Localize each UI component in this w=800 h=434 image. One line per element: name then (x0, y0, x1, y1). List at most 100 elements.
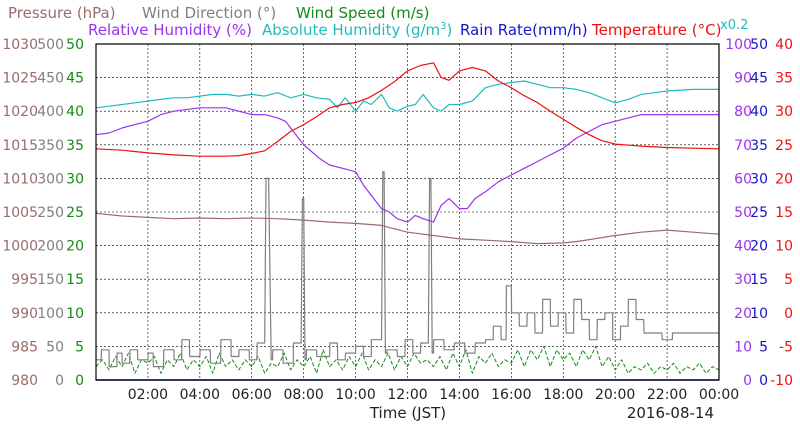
rain-rate-tick: 20 (750, 239, 768, 255)
legend-absolute-humidity-text: Absolute Humidity (g/m (262, 21, 440, 39)
absolute-humidity-line (95, 80, 719, 112)
x-tick-label: 22:00 (647, 387, 687, 403)
x-tick-label: 20:00 (595, 387, 635, 403)
temperature-tick: 0 (784, 306, 793, 322)
relative-humidity-tick: 100 (725, 37, 752, 53)
legend-wind-direction: Wind Direction (°) (142, 4, 276, 22)
x-axis: 02:00 04:00 06:00 08:00 10:00 12:00 14:00 16:00… (128, 387, 739, 403)
wind-speed-tick: 15 (66, 272, 84, 288)
wind-speed-tick: 50 (66, 37, 84, 53)
wind-speed-tick: 20 (66, 239, 84, 255)
series-layer (95, 62, 720, 381)
wind-speed-tick: 35 (66, 138, 84, 154)
rain-rate-tick: 25 (750, 205, 768, 221)
wind-speed-tick: 45 (66, 71, 84, 87)
wind-direction-line (96, 171, 719, 368)
rain-rate-tick: 40 (750, 104, 768, 120)
x-tick-label: 16:00 (491, 387, 531, 403)
temperature-tick: 5 (784, 272, 793, 288)
rain-rate-tick: 45 (750, 71, 768, 87)
rain-rate-tick: 30 (750, 171, 768, 187)
pressure-tick: 1005 (2, 205, 38, 221)
legend-absolute-humidity-sup: 3 (440, 21, 446, 32)
pressure-tick: 1020 (2, 104, 38, 120)
legend: Pressure (hPa) Wind Direction (°) Wind S… (8, 4, 748, 39)
wind-speed-line (95, 345, 720, 374)
temperature-tick: 40 (775, 37, 793, 53)
pressure-tick: 995 (11, 272, 38, 288)
pressure-tick: 1000 (2, 239, 38, 255)
x-axis-label: Time (JST) (369, 404, 446, 422)
legend-absolute-humidity-close: ) (447, 21, 453, 39)
pressure-tick: 1025 (2, 71, 38, 87)
wind-direction-tick: 50 (46, 339, 64, 355)
wind-speed-tick: 0 (75, 373, 84, 389)
relative-humidity-tick: 50 (734, 205, 752, 221)
temperature-line (95, 62, 720, 157)
pressure-tick: 980 (11, 373, 38, 389)
legend-rain-rate: Rain Rate(mm/h) (460, 21, 588, 39)
pressure-tick: 1010 (2, 171, 38, 187)
rain-rate-tick: 15 (750, 272, 768, 288)
relative-humidity-line (95, 107, 719, 223)
rain-rate-tick: 35 (750, 138, 768, 154)
legend-scale-note: x0.2 (720, 18, 748, 33)
wind-direction-tick: 0 (55, 373, 64, 389)
rain-rate-tick: 5 (759, 339, 768, 355)
x-tick-label: 18:00 (543, 387, 583, 403)
temperature-tick: -5 (779, 339, 793, 355)
relative-humidity-tick: 80 (734, 104, 752, 120)
relative-humidity-tick: 10 (734, 339, 752, 355)
wind-direction-tick: 250 (37, 205, 64, 221)
x-tick-label: 02:00 (128, 387, 168, 403)
relative-humidity-tick: 0 (743, 373, 752, 389)
x-tick-label: 08:00 (283, 387, 323, 403)
wind-speed-tick: 5 (75, 339, 84, 355)
wind-direction-tick: 150 (37, 272, 64, 288)
pressure-tick: 990 (11, 306, 38, 322)
x-tick-label: 06:00 (232, 387, 272, 403)
rain-rate-tick: 10 (750, 306, 768, 322)
wind-direction-tick: 300 (37, 171, 64, 187)
legend-pressure: Pressure (hPa) (8, 4, 116, 22)
pressure-tick: 1030 (2, 37, 38, 53)
wind-direction-tick: 400 (37, 104, 64, 120)
relative-humidity-tick: 40 (734, 239, 752, 255)
temperature-tick: -10 (770, 373, 793, 389)
wind-direction-tick: 200 (37, 239, 64, 255)
legend-relative-humidity: Relative Humidity (%) (88, 21, 252, 39)
wind-speed-tick: 10 (66, 306, 84, 322)
rain-rate-tick: 0 (759, 373, 768, 389)
pressure-line (95, 212, 720, 245)
date-label: 2016-08-14 (627, 404, 714, 422)
temperature-tick: 30 (775, 104, 793, 120)
x-tick-label: 00:00 (699, 387, 739, 403)
x-tick-label: 04:00 (180, 387, 220, 403)
x-tick-label: 14:00 (439, 387, 479, 403)
pressure-tick: 985 (11, 339, 38, 355)
x-tick-label: 10:00 (335, 387, 375, 403)
relative-humidity-tick: 70 (734, 138, 752, 154)
temperature-tick: 25 (775, 138, 793, 154)
y-axes: 9809859909951000100510101015102010251030… (2, 37, 793, 389)
relative-humidity-tick: 30 (734, 272, 752, 288)
wind-speed-tick: 40 (66, 104, 84, 120)
pressure-tick: 1015 (2, 138, 38, 154)
plot-frame (95, 43, 720, 381)
temperature-tick: 15 (775, 205, 793, 221)
x-tick-label: 12:00 (387, 387, 427, 403)
legend-absolute-humidity: Absolute Humidity (g/m3) (262, 21, 452, 39)
legend-wind-speed: Wind Speed (m/s) (296, 4, 429, 22)
temperature-tick: 20 (775, 171, 793, 187)
rain-rate-tick: 50 (750, 37, 768, 53)
wind-direction-tick: 450 (37, 71, 64, 87)
temperature-tick: 35 (775, 71, 793, 87)
wind-direction-tick: 500 (37, 37, 64, 53)
temperature-tick: 10 (775, 239, 793, 255)
relative-humidity-tick: 60 (734, 171, 752, 187)
legend-temperature: Temperature (°C) (591, 21, 721, 39)
wind-speed-tick: 30 (66, 171, 84, 187)
wind-direction-tick: 100 (37, 306, 64, 322)
